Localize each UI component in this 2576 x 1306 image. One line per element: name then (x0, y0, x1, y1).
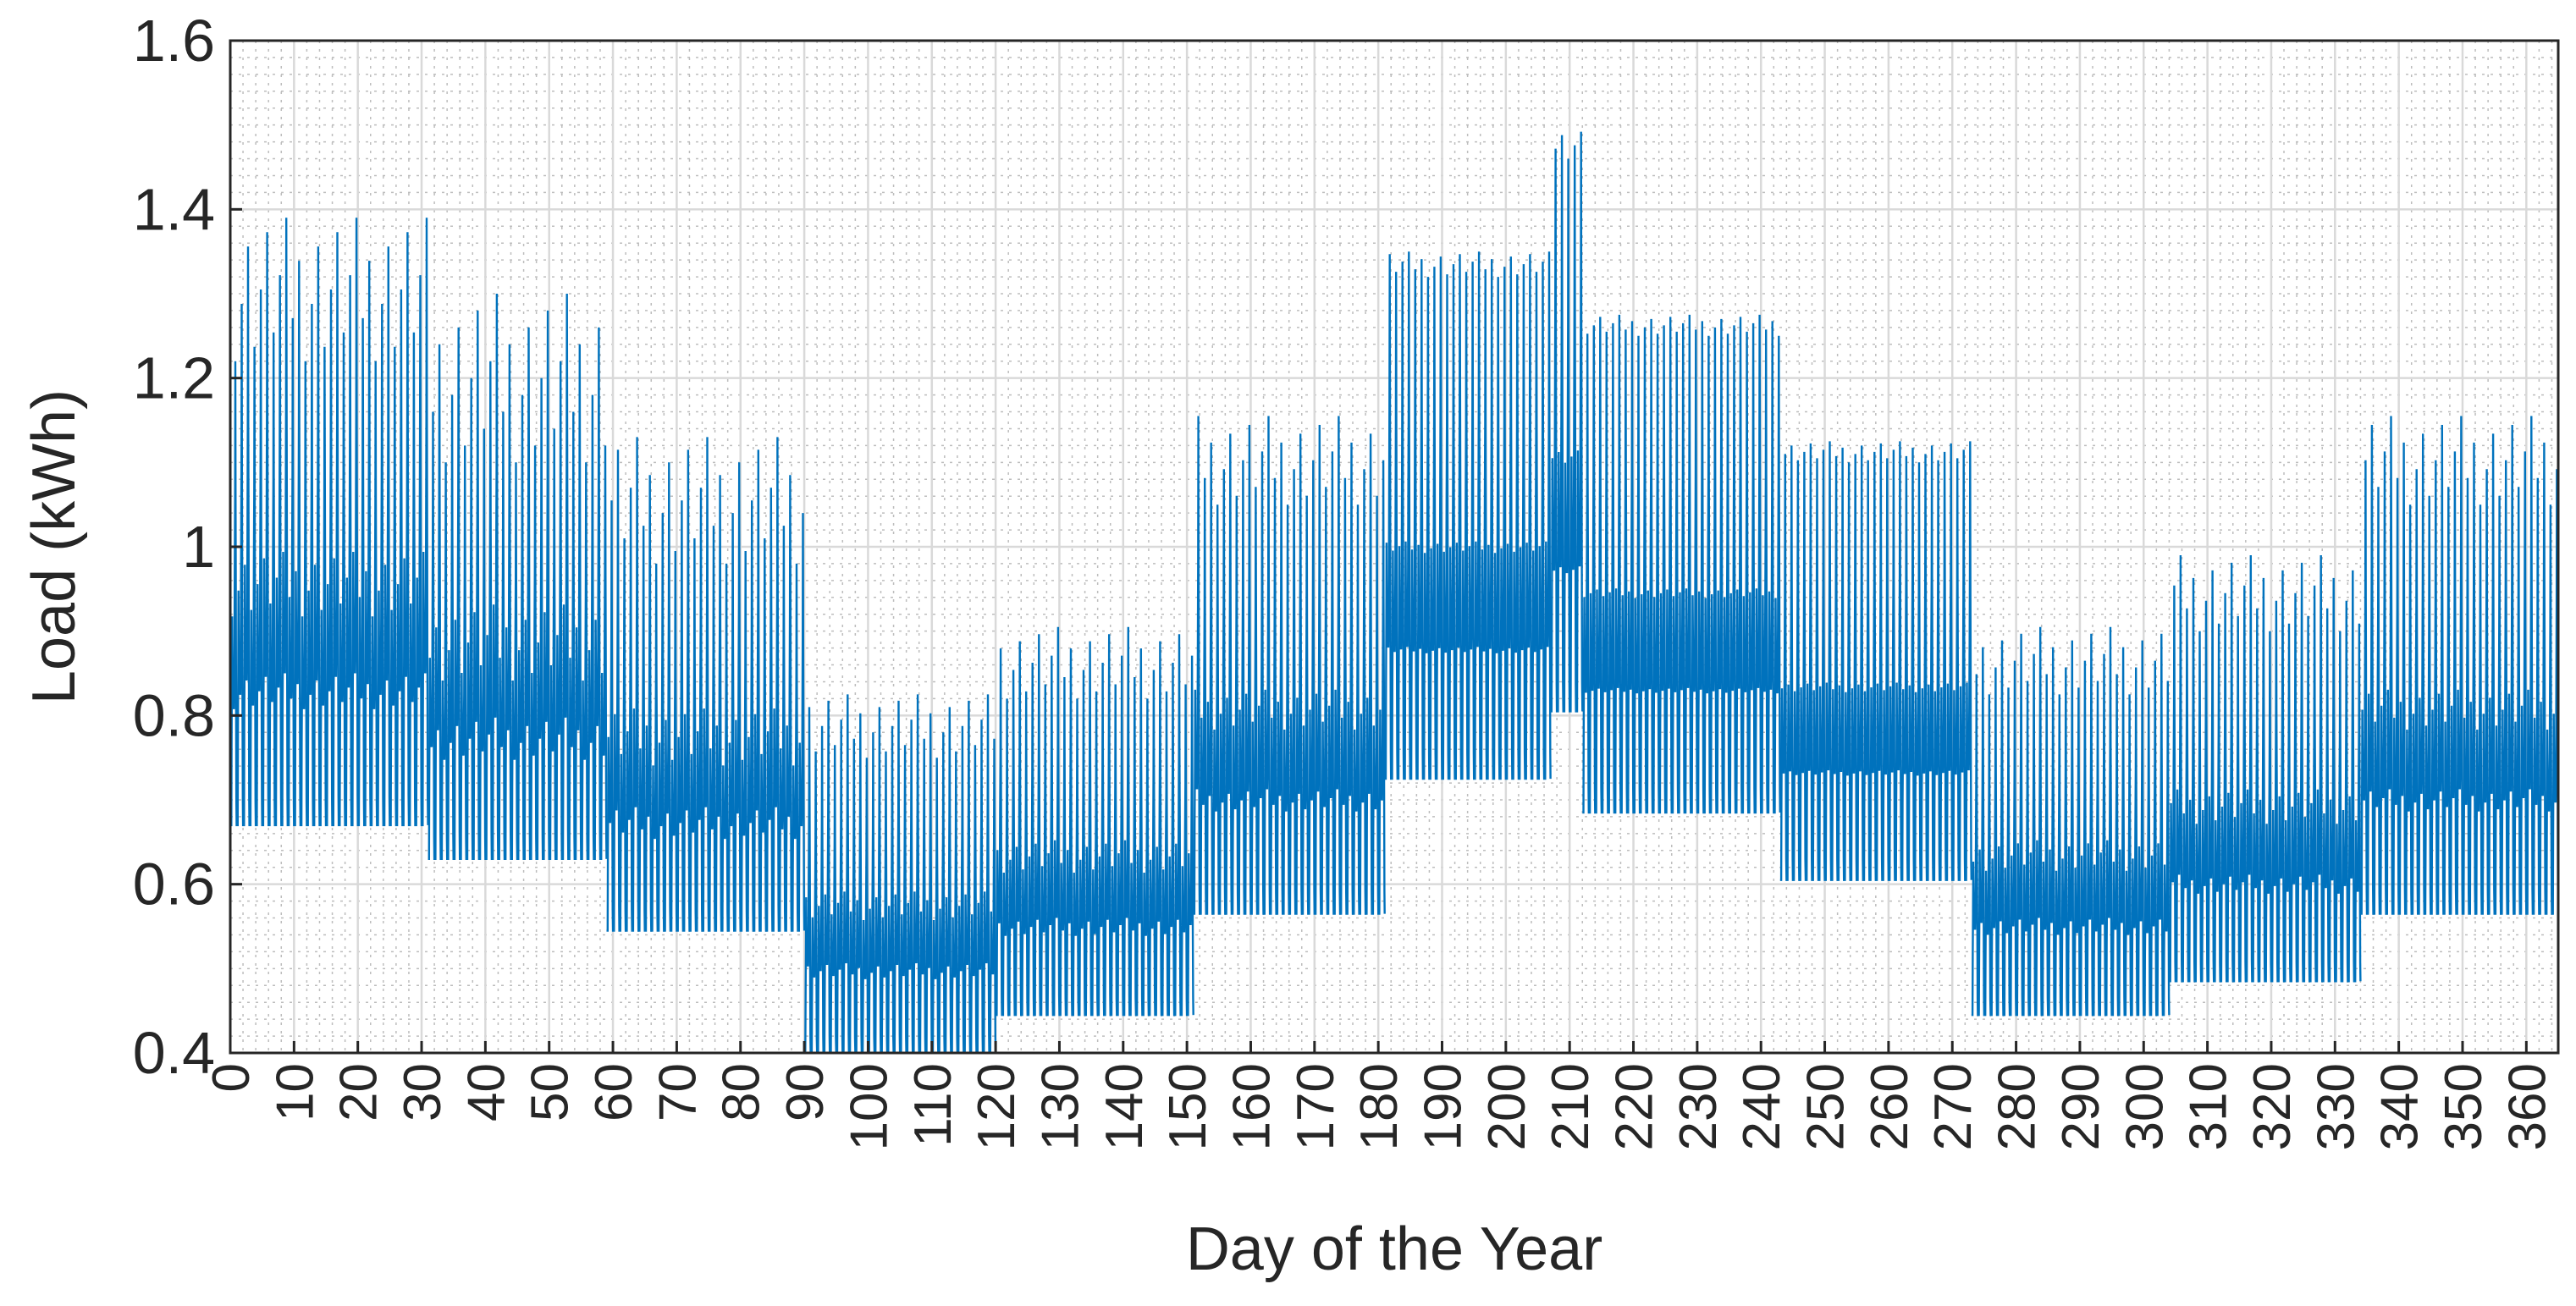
x-axis-ticks: 0 10 20 30 40 50 60 70 80 90 100 110 120 130 140 150 160… (202, 1041, 2557, 1150)
x-tick-label: 310 (2180, 1063, 2238, 1150)
x-tick-label: 280 (1989, 1063, 2047, 1150)
y-tick-label: 0.4 (133, 1020, 215, 1086)
load-series-period-6 (1193, 416, 1386, 915)
x-tick-label: 100 (840, 1063, 898, 1150)
x-tick-label: 300 (2115, 1063, 2174, 1150)
x-tick-label: 80 (713, 1063, 771, 1121)
x-tick-label: 0 (202, 1063, 261, 1092)
x-tick-label: 180 (1350, 1063, 1409, 1150)
x-tick-label: 50 (521, 1063, 580, 1121)
x-tick-label: 230 (1669, 1063, 1728, 1150)
x-tick-label: 220 (1606, 1063, 1664, 1150)
load-series-period-5 (996, 626, 1194, 1017)
x-tick-label: 130 (1031, 1063, 1089, 1150)
load-series-period-1 (230, 218, 429, 827)
x-tick-label: 70 (648, 1063, 707, 1121)
x-tick-label: 240 (1733, 1063, 1791, 1150)
x-tick-label: 140 (1095, 1063, 1154, 1150)
load-series-period-3 (606, 437, 806, 932)
x-tick-label: 200 (1478, 1063, 1536, 1150)
x-tick-label: 350 (2435, 1063, 2493, 1150)
y-axis-ticks: 0.4 0.6 0.8 1 1.2 1.4 1.6 (133, 8, 242, 1086)
y-tick-label: 1.4 (133, 176, 215, 242)
y-tick-label: 0.8 (133, 682, 215, 748)
load-series-period-13 (2360, 416, 2560, 915)
x-tick-label: 190 (1415, 1063, 1473, 1150)
x-tick-label: 10 (266, 1063, 324, 1121)
x-tick-label: 150 (1159, 1063, 1217, 1150)
y-tick-label: 1 (182, 514, 215, 580)
y-tick-label: 0.6 (133, 851, 215, 918)
x-tick-label: 30 (394, 1063, 452, 1121)
x-tick-label: 290 (2052, 1063, 2110, 1150)
x-tick-label: 170 (1287, 1063, 1345, 1150)
x-tick-label: 90 (776, 1063, 835, 1121)
y-tick-label: 1.2 (133, 345, 215, 411)
x-tick-label: 330 (2307, 1063, 2365, 1150)
load-series-period-10 (1779, 441, 1972, 881)
load-series-period-9 (1582, 314, 1781, 814)
y-axis-label: Load (kWh) (20, 389, 88, 704)
x-tick-label: 270 (1924, 1063, 1983, 1150)
x-tick-label: 260 (1861, 1063, 1919, 1150)
load-series-period-11 (1971, 626, 2171, 1017)
x-tick-label: 110 (904, 1063, 963, 1147)
x-tick-label: 320 (2243, 1063, 2302, 1150)
load-series-period-7 (1384, 251, 1552, 780)
x-axis-label: Day of the Year (1186, 1215, 1602, 1283)
load-series-period-12 (2169, 554, 2362, 983)
x-tick-label: 340 (2371, 1063, 2430, 1150)
load-series-period-8 (1550, 131, 1584, 713)
load-series-period-2 (427, 293, 608, 860)
x-tick-label: 210 (1542, 1063, 1600, 1150)
x-tick-label: 60 (585, 1063, 643, 1121)
x-tick-label: 40 (457, 1063, 516, 1121)
x-tick-label: 360 (2498, 1063, 2557, 1150)
x-tick-label: 250 (1797, 1063, 1856, 1150)
x-tick-label: 120 (968, 1063, 1026, 1150)
x-tick-label: 20 (330, 1063, 389, 1121)
y-tick-label: 1.6 (133, 8, 215, 74)
x-tick-label: 160 (1222, 1063, 1281, 1150)
